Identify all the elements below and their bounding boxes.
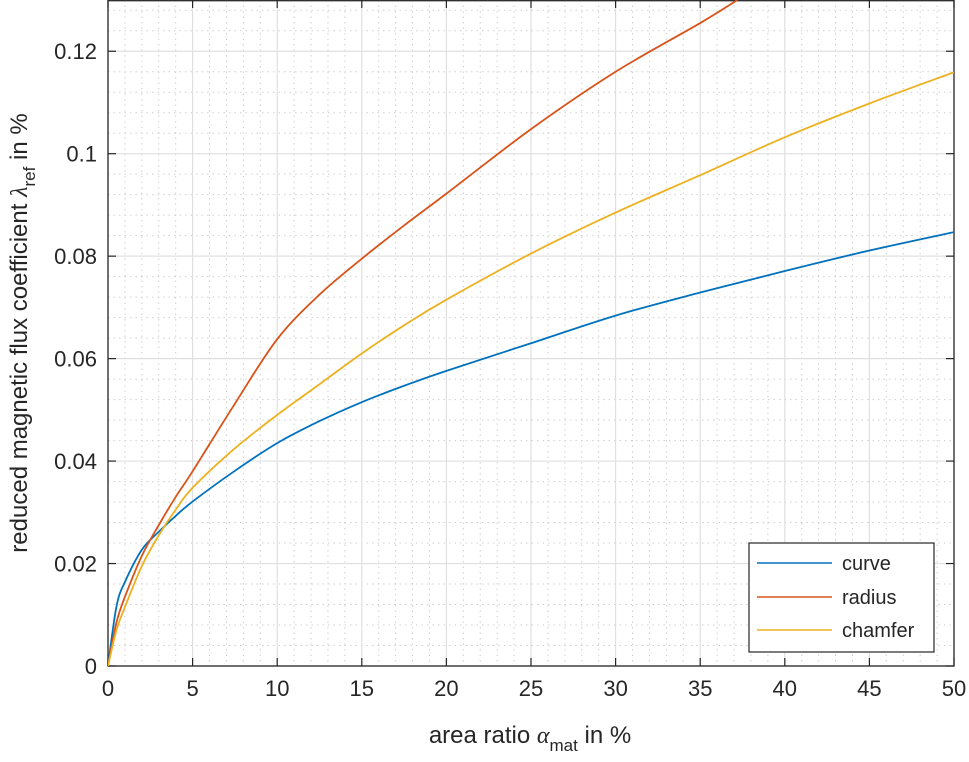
x-tick-label: 30: [603, 676, 627, 701]
series-line-radius: [108, 0, 738, 666]
x-tick-label: 45: [857, 676, 881, 701]
x-axis-title-subscript: mat: [549, 736, 578, 755]
y-axis-title-subscript: ref: [20, 166, 39, 186]
series-layer: [108, 0, 954, 666]
series-line-curve: [108, 231, 954, 666]
x-tick-label: 25: [519, 676, 543, 701]
y-tick-label: 0: [85, 654, 97, 679]
legend-label-curve: curve: [842, 553, 891, 575]
x-tick-label: 15: [350, 676, 374, 701]
series-line-chamfer: [108, 71, 954, 666]
y-axis-title-post: in %: [6, 113, 33, 166]
legend-label-chamfer: chamfer: [842, 620, 915, 642]
x-axis-title-post: in %: [578, 722, 631, 749]
y-tick-label: 0.08: [54, 244, 97, 269]
y-tick-label: 0.12: [54, 39, 97, 64]
x-axis-title-symbol: α: [537, 723, 550, 749]
y-tick-label: 0.1: [66, 142, 97, 167]
legend: curve radius chamfer: [748, 542, 935, 653]
x-tick-label: 50: [942, 676, 966, 701]
x-tick-label: 0: [102, 676, 114, 701]
tick-marks: [107, 0, 955, 667]
y-tick-label: 0.04: [54, 449, 97, 474]
y-axis-title-pre: reduced magnetic flux coefficient: [6, 197, 33, 553]
x-tick-label: 5: [186, 676, 198, 701]
legend-label-radius: radius: [842, 587, 896, 609]
y-tick-label: 0.06: [54, 347, 97, 372]
x-axis-title-pre: area ratio: [429, 722, 537, 749]
x-tick-label: 10: [265, 676, 289, 701]
y-tick-label: 0.02: [54, 552, 97, 577]
x-tick-label: 20: [434, 676, 458, 701]
x-tick-labels: 0 5 10 15 20 25 30 35 40 45 50: [102, 676, 966, 701]
y-tick-labels: 0 0.02 0.04 0.06 0.08 0.1 0.12: [54, 39, 97, 679]
y-axis-title: reduced magnetic flux coefficient λref i…: [6, 113, 39, 552]
x-tick-label: 40: [773, 676, 797, 701]
x-axis-title: area ratio αmat in %: [429, 722, 631, 755]
x-tick-label: 35: [688, 676, 712, 701]
y-axis-title-symbol: λ: [7, 187, 33, 198]
